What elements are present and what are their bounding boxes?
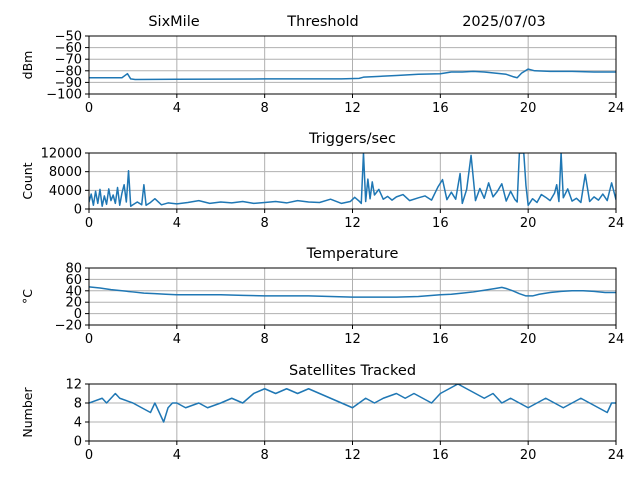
panel-threshold: 0 4 8 12 16 20 24 −100−90−80−70−60−50 dBm: [20, 30, 624, 117]
satellites-xtick-label: 16: [432, 448, 449, 463]
satellites-ytick-label: 4: [74, 416, 82, 431]
satellites-xtick-label: 0: [85, 448, 93, 463]
satellites-ylabel: Number: [20, 387, 35, 438]
temperature-ytick-label: 80: [65, 262, 82, 277]
temperature-ytick-label: −20: [55, 319, 82, 334]
satellites-series-line: [89, 384, 616, 423]
threshold-xtick-label: 20: [520, 101, 537, 116]
triggers-ytick-label: 0: [74, 203, 82, 218]
temperature-xtick-label: 4: [173, 332, 181, 347]
station-name: SixMile: [148, 14, 199, 30]
threshold-ytick-label: −90: [55, 76, 82, 91]
temperature-ytick-label: 40: [65, 284, 82, 299]
satellites-ytick-label: 8: [74, 397, 82, 412]
threshold-ytick-label: −60: [55, 41, 82, 56]
temperature-title: Temperature: [306, 246, 399, 262]
temperature-xtick-label: 0: [85, 332, 93, 347]
triggers-xtick-label: 24: [608, 216, 625, 231]
temperature-xtick-label: 16: [432, 332, 449, 347]
satellites-xtick-label: 20: [520, 448, 537, 463]
temperature-ytick-label: 60: [65, 273, 82, 288]
threshold-xtick-label: 4: [173, 101, 181, 116]
satellites-xtick-label: 24: [608, 448, 625, 463]
temperature-xtick-label: 8: [261, 332, 269, 347]
temperature-ylabel: °C: [20, 289, 35, 304]
triggers-ylabel: Count: [20, 162, 35, 199]
temperature-ytick-label: 0: [74, 307, 82, 322]
triggers-xtick-label: 20: [520, 216, 537, 231]
triggers-xtick-label: 16: [432, 216, 449, 231]
temperature-ytick-label: 20: [65, 296, 82, 311]
temperature-xtick-label: 12: [344, 332, 361, 347]
triggers-xtick-label: 0: [85, 216, 93, 231]
temperature-xtick-label: 24: [608, 332, 625, 347]
threshold-xtick-label: 24: [608, 101, 625, 116]
threshold-ytick-label: −70: [55, 53, 82, 68]
threshold-xtick-label: 8: [261, 101, 269, 116]
satellites-ytick-label: 12: [65, 378, 82, 393]
report-date: 2025/07/03: [462, 14, 546, 30]
threshold-xtick-label: 16: [432, 101, 449, 116]
threshold-series-line: [89, 68, 616, 81]
temperature-xtick-label: 20: [520, 332, 537, 347]
panel-triggers: 0 4 8 12 16 20 24 0 4000 8000 12000 Count Triggers/s…: [20, 131, 624, 231]
temperature-series-line: [89, 286, 616, 298]
threshold-xtick-label: 0: [85, 101, 93, 116]
triggers-ytick-label: 12000: [41, 147, 82, 162]
satellites-xtick-label: 8: [261, 448, 269, 463]
satellites-ytick-label: 0: [74, 435, 82, 450]
satellites-title: Satellites Tracked: [289, 363, 416, 379]
threshold-xtick-label: 12: [344, 101, 361, 116]
satellites-xtick-label: 4: [173, 448, 181, 463]
triggers-title: Triggers/sec: [308, 131, 396, 147]
threshold-ytick-label: −100: [46, 88, 82, 103]
triggers-xtick-label: 12: [344, 216, 361, 231]
triggers-xtick-label: 4: [173, 216, 181, 231]
triggers-series-line: [89, 153, 616, 207]
threshold-ytick-label: −80: [55, 64, 82, 79]
triggers-ytick-label: 4000: [49, 184, 82, 199]
figure-title: Threshold: [286, 14, 358, 30]
threshold-ylabel: dBm: [20, 51, 35, 80]
satellites-xtick-label: 12: [344, 448, 361, 463]
triggers-xtick-label: 8: [261, 216, 269, 231]
panel-satellites: 0 4 8 12 16 20 24 0 4 8 12 Number Satellites Tracked: [20, 363, 624, 463]
triggers-ytick-label: 8000: [49, 165, 82, 180]
threshold-ytick-label: −50: [55, 30, 82, 45]
